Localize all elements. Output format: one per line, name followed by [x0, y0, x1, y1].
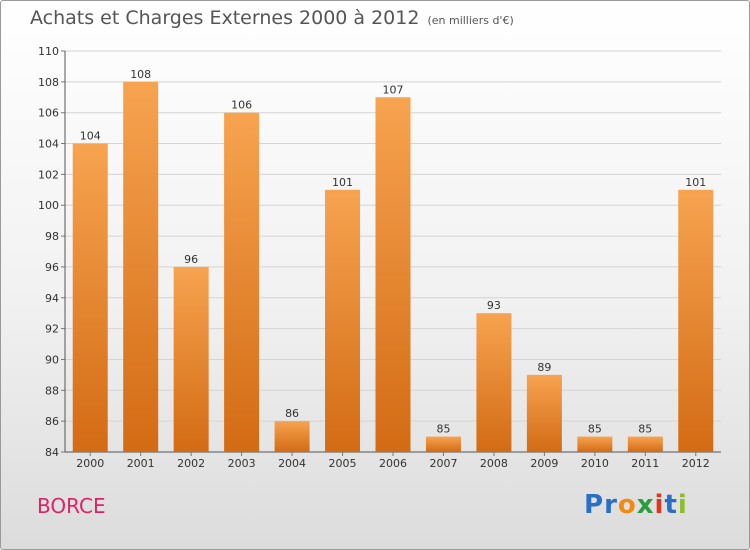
y-tick-label: 88	[45, 384, 59, 397]
y-tick-label: 98	[45, 230, 59, 243]
bar	[72, 143, 108, 453]
x-tick-label: 2012	[682, 457, 710, 470]
x-tick-label: 2010	[581, 457, 609, 470]
chart-title-text: Achats et Charges Externes 2000 à 2012	[30, 7, 420, 29]
bar	[224, 112, 260, 452]
x-tick-label: 2007	[429, 457, 457, 470]
y-tick-label: 106	[38, 107, 59, 120]
bar	[627, 436, 663, 452]
place-name: BORCE	[37, 494, 106, 518]
bar	[375, 97, 411, 453]
y-tick-label: 90	[45, 353, 59, 366]
y-tick-label: 86	[45, 415, 59, 428]
brand-letter: o	[617, 490, 637, 520]
brand-letter: P	[584, 490, 605, 520]
brand-letter: t	[664, 490, 678, 520]
x-tick-label: 2002	[177, 457, 205, 470]
x-tick-label: 2006	[379, 457, 407, 470]
y-tick-label: 108	[38, 76, 59, 89]
y-tick-label: 110	[38, 45, 59, 58]
data-label: 107	[383, 83, 404, 96]
brand-letter: r	[604, 490, 618, 520]
data-label: 104	[80, 130, 101, 143]
y-tick-label: 100	[38, 199, 59, 212]
bar	[173, 266, 209, 452]
brand-letter: i	[654, 490, 665, 520]
x-tick-label: 2011	[631, 457, 659, 470]
data-label: 101	[685, 176, 706, 189]
chart-title: Achats et Charges Externes 2000 à 2012 (e…	[30, 7, 514, 29]
y-tick-label: 104	[38, 138, 59, 151]
x-tick-label: 2004	[278, 457, 306, 470]
brand-letter: i	[677, 490, 688, 520]
data-label: 108	[130, 68, 151, 81]
y-tick-label: 92	[45, 323, 59, 336]
x-tick-label: 2008	[480, 457, 508, 470]
bar	[678, 189, 714, 453]
data-label: 85	[588, 423, 602, 436]
x-tick-label: 2005	[329, 457, 357, 470]
x-tick-label: 2001	[127, 457, 155, 470]
data-label: 89	[537, 361, 551, 374]
data-label: 85	[436, 423, 450, 436]
data-label: 101	[332, 176, 353, 189]
y-tick-label: 102	[38, 168, 59, 181]
data-label: 93	[487, 299, 501, 312]
y-tick-label: 84	[45, 446, 59, 459]
brand-letter: x	[636, 490, 655, 520]
bar	[425, 436, 461, 452]
x-tick-label: 2000	[76, 457, 104, 470]
data-label: 106	[231, 99, 252, 112]
y-tick-label: 94	[45, 292, 59, 305]
data-label: 86	[285, 407, 299, 420]
data-label: 85	[638, 423, 652, 436]
bar	[577, 436, 613, 452]
chart-unit: (en milliers d'€)	[427, 14, 514, 27]
x-tick-label: 2003	[228, 457, 256, 470]
bar	[476, 313, 512, 452]
bar	[274, 421, 310, 452]
y-tick-label: 96	[45, 261, 59, 274]
bar	[123, 81, 159, 452]
x-tick-label: 2009	[530, 457, 558, 470]
bar	[325, 189, 361, 453]
bar	[526, 374, 562, 452]
brand-logo: Proxiti	[584, 490, 688, 520]
data-label: 96	[184, 253, 198, 266]
